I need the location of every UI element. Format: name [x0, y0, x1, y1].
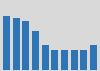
- Bar: [51, 50, 58, 71]
- Bar: [70, 50, 78, 71]
- Bar: [32, 31, 39, 71]
- Bar: [90, 45, 97, 71]
- Bar: [12, 18, 20, 71]
- Bar: [42, 45, 49, 71]
- Bar: [3, 16, 10, 71]
- Bar: [61, 50, 68, 71]
- Bar: [80, 50, 88, 71]
- Bar: [22, 21, 29, 71]
